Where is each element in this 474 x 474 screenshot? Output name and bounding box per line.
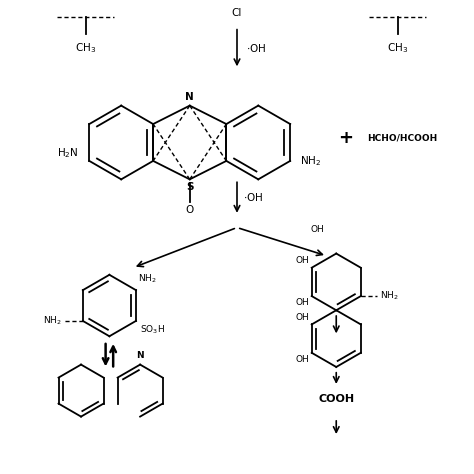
Text: COOH: COOH: [318, 394, 354, 404]
Text: S: S: [186, 182, 193, 192]
Text: HCHO/HCOOH: HCHO/HCOOH: [367, 133, 437, 142]
Text: O: O: [186, 205, 194, 215]
Text: CH$_3$: CH$_3$: [387, 41, 408, 55]
Text: OH: OH: [296, 355, 310, 364]
Text: N: N: [185, 92, 194, 102]
Text: OH: OH: [296, 256, 310, 265]
Text: OH: OH: [296, 299, 310, 308]
Text: $\cdot$OH: $\cdot$OH: [246, 42, 266, 54]
Text: $\cdot$OH: $\cdot$OH: [243, 191, 263, 203]
Text: N: N: [137, 351, 144, 360]
Text: CH$_3$: CH$_3$: [75, 41, 96, 55]
Text: Cl: Cl: [232, 8, 242, 18]
Text: SO$_3$H: SO$_3$H: [140, 323, 165, 336]
Text: NH$_2$: NH$_2$: [300, 154, 321, 168]
Text: +: +: [338, 129, 353, 147]
Text: NH$_2$: NH$_2$: [380, 290, 398, 302]
Text: OH: OH: [310, 226, 324, 235]
Text: NH$_2$: NH$_2$: [138, 273, 157, 285]
Text: NH$_2$: NH$_2$: [43, 315, 62, 327]
Text: OH: OH: [296, 313, 310, 322]
Text: H$_2$N: H$_2$N: [57, 146, 79, 160]
